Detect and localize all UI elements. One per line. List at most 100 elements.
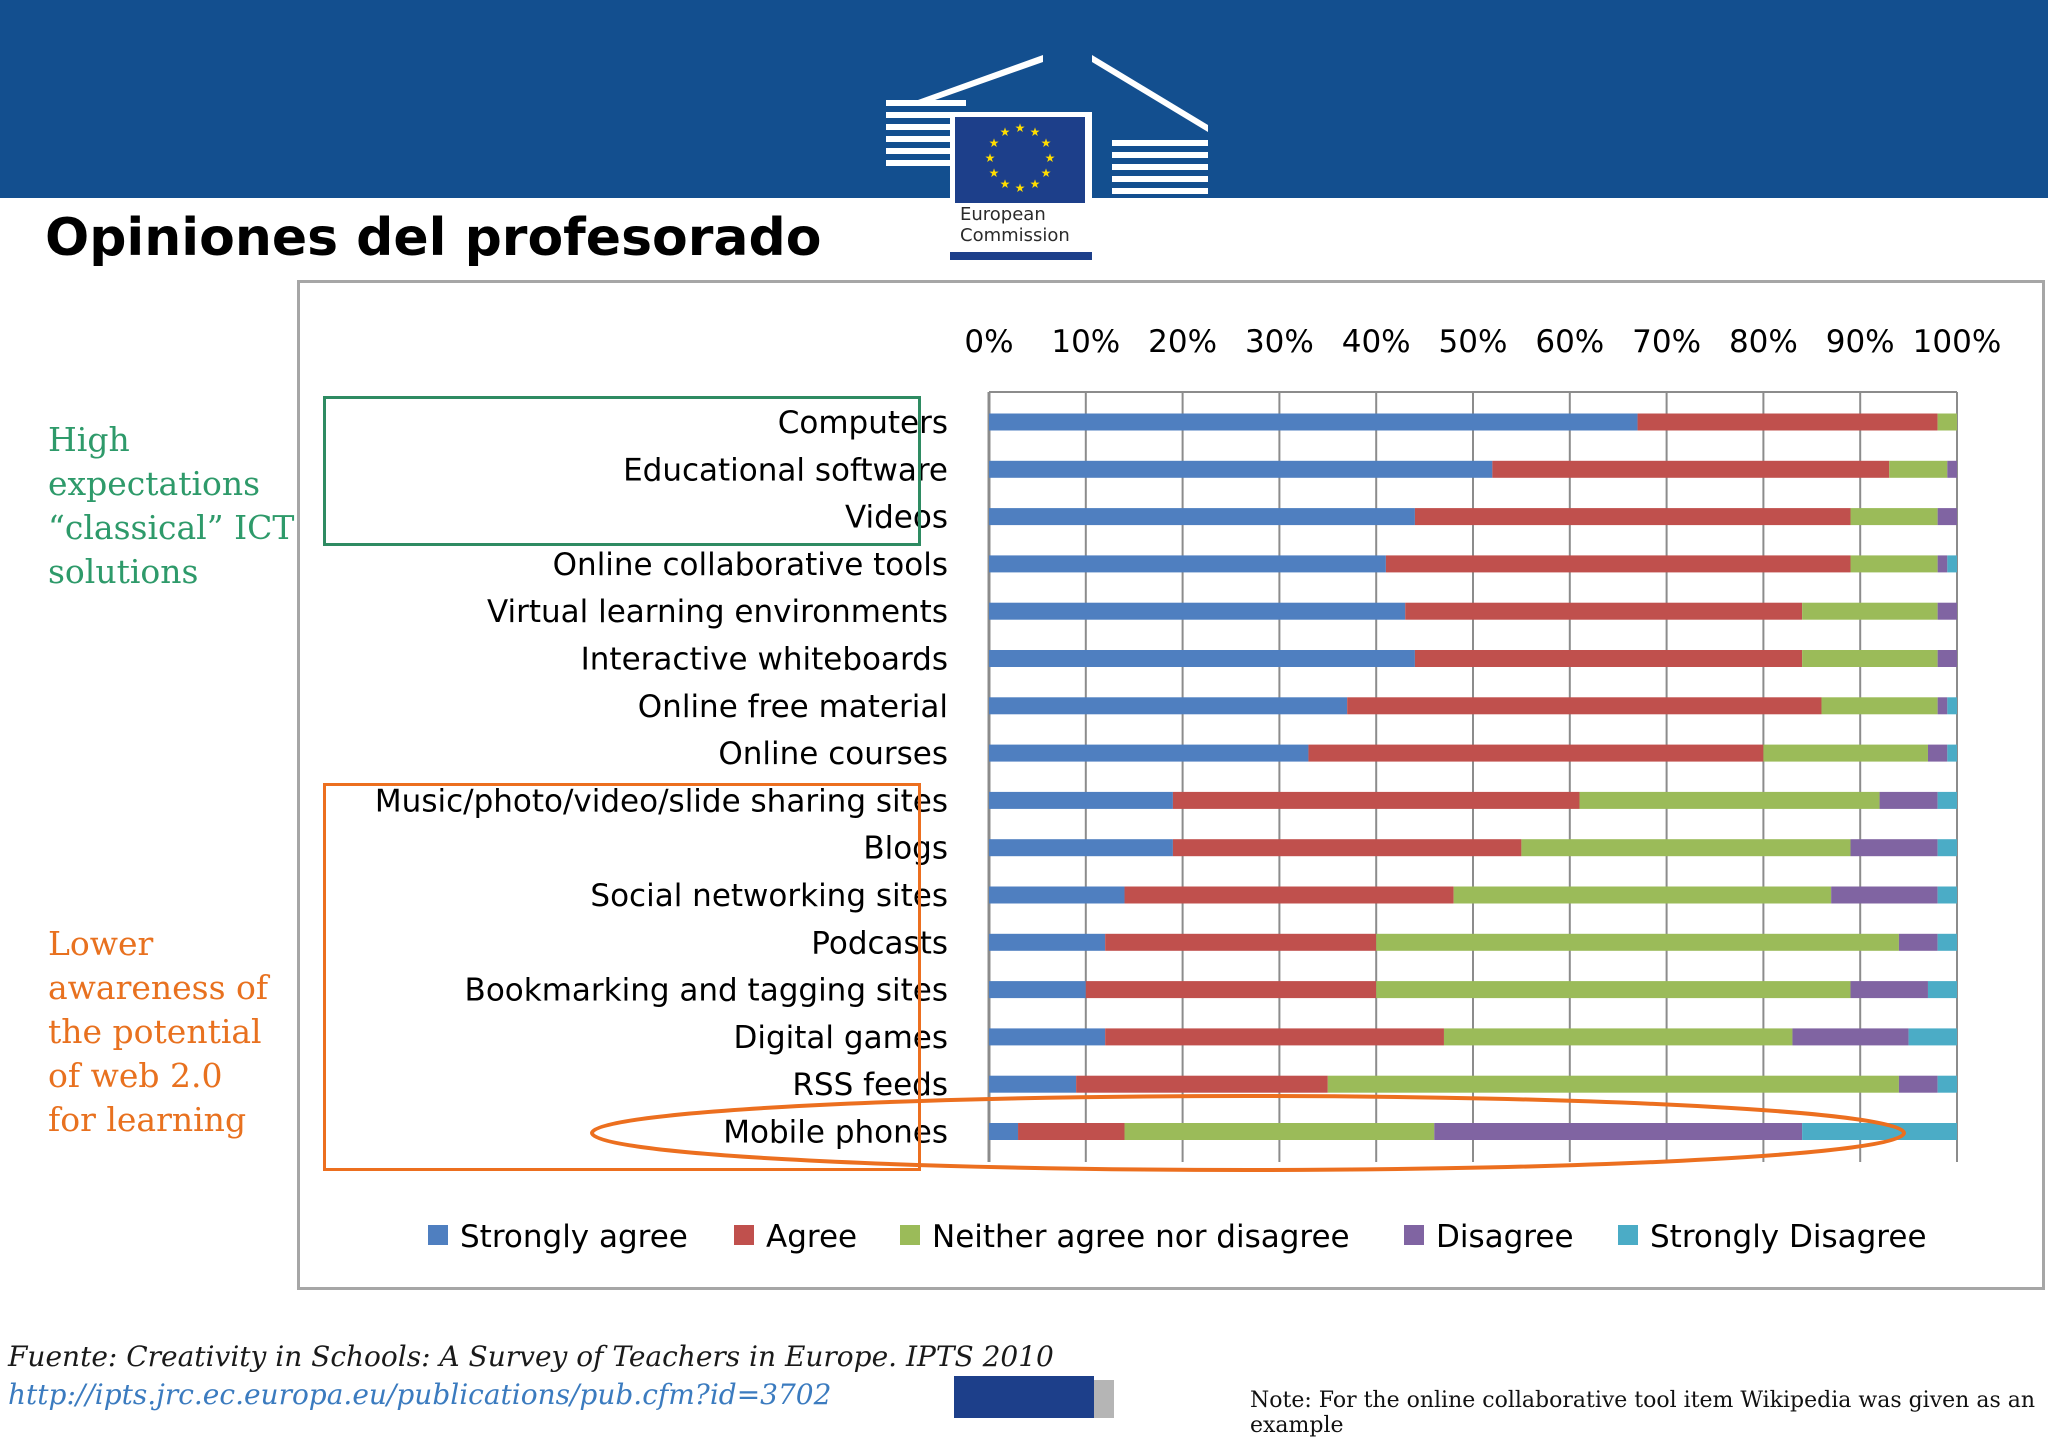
legend-swatch	[1404, 1225, 1424, 1245]
bar-segment	[1831, 886, 1938, 904]
side-orange-line: Lower	[48, 924, 154, 963]
bar-segment	[1637, 413, 1938, 431]
orange-highlight-box	[323, 783, 921, 1171]
x-tick-label: 90%	[1826, 324, 1895, 360]
x-tick-label: 10%	[1051, 324, 1120, 360]
bar-segment	[1434, 1123, 1803, 1140]
eu-star-icon: ★	[989, 136, 1000, 150]
eu-star-icon: ★	[1015, 121, 1026, 135]
side-note-orange: Lower awareness of the potential of web …	[48, 922, 268, 1142]
bar-segment	[1327, 1075, 1899, 1093]
x-tick-label: 30%	[1245, 324, 1314, 360]
eu-star-icon: ★	[1000, 177, 1011, 191]
side-green-line: solutions	[48, 552, 199, 591]
bar-segment	[1850, 508, 1938, 526]
side-green-line: expectations	[48, 464, 261, 503]
bar-segment	[989, 839, 1173, 857]
category-label: Online free material	[638, 689, 948, 725]
page-title: Opiniones del profesorado	[45, 208, 822, 268]
x-tick-label: 60%	[1535, 324, 1604, 360]
eu-star-icon: ★	[1015, 181, 1026, 195]
bar-segment	[1492, 460, 1890, 478]
bar-segment	[1308, 744, 1764, 762]
bar-segment	[1898, 933, 1938, 951]
category-label: Music/photo/video/slide sharing sites	[375, 783, 948, 819]
logo-text: European Commission	[960, 204, 1070, 246]
x-tick-label: 0%	[964, 324, 1013, 360]
bar-segment	[989, 650, 1415, 667]
bar-segment	[989, 555, 1386, 573]
side-orange-line: awareness of	[48, 968, 269, 1007]
footer-block	[954, 1376, 1094, 1418]
side-orange-line: for learning	[48, 1100, 247, 1139]
bar-segment	[1908, 1028, 1957, 1046]
bar-segment	[1947, 697, 1957, 715]
bar-segment	[1376, 933, 1899, 951]
category-label: Online collaborative tools	[553, 547, 948, 583]
bar-segment	[989, 602, 1406, 620]
bar-segment	[1937, 1075, 1957, 1093]
bar-segment	[1085, 981, 1377, 999]
bar-segment	[1802, 602, 1938, 620]
bar-segment	[1937, 791, 1957, 809]
bar-segment	[1385, 555, 1851, 573]
legend-label: Agree	[766, 1219, 857, 1255]
eu-star-icon: ★	[1041, 136, 1052, 150]
bar-segment	[1076, 1075, 1328, 1093]
bar-segment	[989, 886, 1125, 904]
x-tick-label: 40%	[1342, 324, 1411, 360]
bar-segment	[1172, 839, 1522, 857]
logo-underline	[950, 252, 1092, 260]
bar-segment	[1172, 791, 1580, 809]
bar-segment	[1405, 602, 1803, 620]
bar-segment	[989, 697, 1348, 715]
bar-segment	[1347, 697, 1822, 715]
bar-segment	[989, 933, 1106, 951]
bar-segment	[1927, 981, 1957, 999]
bar-segment	[1937, 886, 1957, 904]
bar-segment	[1937, 933, 1957, 951]
bar-segment	[1947, 555, 1957, 573]
side-green-line: High	[48, 420, 130, 459]
bar-segment	[1879, 791, 1938, 809]
source-link[interactable]: http://ipts.jrc.ec.europa.eu/publication…	[8, 1378, 832, 1411]
eu-star-icon: ★	[1045, 151, 1056, 165]
x-tick-label: 50%	[1439, 324, 1508, 360]
bar-segment	[1850, 981, 1928, 999]
bar-segment	[1937, 555, 1948, 573]
bar-segment	[1850, 555, 1938, 573]
eu-star-icon: ★	[1030, 177, 1041, 191]
logo-graphic-icon: ★ ★★★★★★★★★★★	[886, 55, 1208, 262]
x-tick-label: 80%	[1729, 324, 1798, 360]
bar-segment	[989, 981, 1086, 999]
category-label: Bookmarking and tagging sites	[465, 973, 948, 1009]
bar-segment	[989, 744, 1309, 762]
bar-segment	[1105, 1028, 1444, 1046]
footer-grey-block	[1094, 1380, 1114, 1418]
x-tick-label: 100%	[1913, 324, 2002, 360]
bar-segment	[1443, 1028, 1793, 1046]
legend-label: Neither agree nor disagree	[932, 1219, 1350, 1255]
legend-label: Disagree	[1436, 1219, 1574, 1255]
eu-star-icon: ★	[1041, 166, 1052, 180]
bar-segment	[1937, 650, 1957, 667]
category-label: Podcasts	[811, 925, 948, 961]
bar-segment	[1124, 1123, 1435, 1140]
eu-star-icon: ★	[1000, 125, 1011, 139]
category-label: Interactive whiteboards	[581, 642, 948, 678]
bar-segment	[1947, 460, 1957, 478]
bar-segment	[1802, 1123, 1957, 1140]
bar-segment	[989, 413, 1638, 431]
legend-swatch	[428, 1225, 448, 1245]
bar-segment	[1947, 744, 1957, 762]
footnote: Note: For the online collaborative tool …	[1250, 1388, 2036, 1438]
bar-segment	[989, 1123, 1019, 1140]
x-tick-label: 70%	[1632, 324, 1701, 360]
category-label: Blogs	[863, 831, 948, 867]
green-highlight-box	[323, 396, 921, 546]
eu-star-icon: ★	[989, 166, 1000, 180]
bar-segment	[1414, 650, 1803, 667]
category-label: Social networking sites	[590, 878, 948, 914]
bar-segment	[1521, 839, 1851, 857]
